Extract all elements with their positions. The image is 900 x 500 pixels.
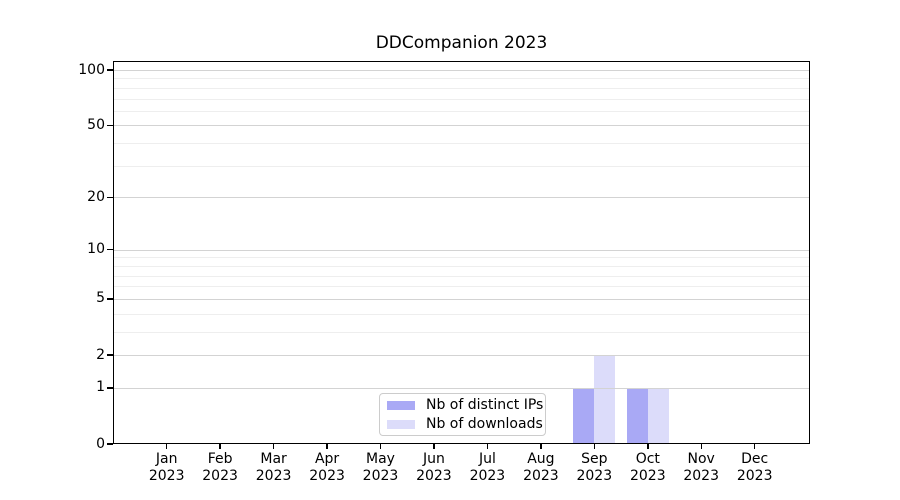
x-tick-label: Mar 2023 <box>242 451 306 485</box>
x-tick-year: 2023 <box>202 468 238 484</box>
x-tick-month: Sep <box>581 451 608 467</box>
y-tick-mark <box>107 443 113 445</box>
x-tick-month: May <box>366 451 395 467</box>
minor-gridline <box>113 165 810 167</box>
x-tick-label: Nov 2023 <box>669 451 733 485</box>
legend-item-downloads: Nb of downloads <box>387 416 545 432</box>
legend: Nb of distinct IPs Nb of downloads <box>379 393 546 436</box>
legend-swatch-downloads <box>387 419 415 429</box>
x-tick-mark <box>540 444 542 449</box>
x-tick-month: Nov <box>687 451 715 467</box>
minor-gridline <box>113 143 810 145</box>
x-tick-label: Jun 2023 <box>402 451 466 485</box>
minor-gridline <box>113 78 810 80</box>
bar-downloads <box>647 387 669 444</box>
major-gridline <box>113 125 810 127</box>
minor-gridline <box>113 313 810 315</box>
bar-distinct-ips <box>573 387 595 444</box>
y-tick-mark <box>107 354 113 356</box>
x-tick-year: 2023 <box>736 468 773 484</box>
x-tick-mark <box>433 444 435 449</box>
x-tick-mark <box>219 444 221 449</box>
y-tick-label: 100 <box>78 61 105 78</box>
minor-gridline <box>113 257 810 259</box>
y-tick-label: 50 <box>87 116 105 133</box>
x-tick-mark <box>753 444 756 449</box>
x-tick-month: Jun <box>422 451 445 467</box>
x-tick-year: 2023 <box>523 468 559 484</box>
x-tick-label: Feb 2023 <box>188 451 252 485</box>
bar-downloads <box>594 355 616 444</box>
x-tick-label: Jul 2023 <box>455 451 519 485</box>
x-tick-label: Apr 2023 <box>295 451 359 485</box>
x-tick-mark <box>272 444 275 449</box>
bar-distinct-ips <box>626 387 648 444</box>
x-tick-label: Sep 2023 <box>562 451 626 485</box>
major-gridline <box>113 249 810 251</box>
x-tick-year: 2023 <box>576 468 613 484</box>
legend-label-distinct-ips: Nb of distinct IPs <box>426 397 544 413</box>
major-gridline <box>113 70 810 71</box>
major-gridline <box>113 298 810 300</box>
x-tick-month: Feb <box>207 451 233 467</box>
legend-label-downloads: Nb of downloads <box>426 416 543 432</box>
x-tick-mark <box>647 444 649 449</box>
minor-gridline <box>113 331 810 333</box>
x-tick-label: Oct 2023 <box>616 451 680 485</box>
x-tick-label: May 2023 <box>349 451 413 485</box>
x-tick-mark <box>326 444 328 449</box>
minor-gridline <box>113 265 810 267</box>
x-tick-label: Aug 2023 <box>509 451 573 485</box>
y-tick-label: 0 <box>96 435 105 452</box>
x-tick-mark <box>700 444 702 449</box>
x-tick-year: 2023 <box>629 468 666 484</box>
x-tick-month: Dec <box>741 451 769 467</box>
y-tick-mark <box>107 69 113 71</box>
x-tick-year: 2023 <box>255 468 292 484</box>
chart-title: DDCompanion 2023 <box>375 33 548 53</box>
y-tick-label: 1 <box>96 379 105 396</box>
plot-area <box>113 61 810 444</box>
major-gridline <box>113 355 810 356</box>
x-tick-mark <box>593 444 595 449</box>
x-tick-year: 2023 <box>416 468 452 484</box>
x-tick-month: Oct <box>635 451 660 467</box>
minor-gridline <box>113 110 810 112</box>
x-tick-month: Aug <box>527 451 555 467</box>
legend-swatch-distinct-ips <box>387 400 415 410</box>
x-tick-month: Mar <box>260 451 287 467</box>
y-tick-mark <box>107 248 113 251</box>
y-tick-label: 5 <box>96 290 105 307</box>
x-tick-month: Jul <box>478 451 496 467</box>
x-tick-year: 2023 <box>362 468 399 484</box>
x-tick-mark <box>165 444 168 449</box>
major-gridline <box>113 197 810 199</box>
y-tick-label: 10 <box>87 241 105 258</box>
minor-gridline <box>113 87 810 89</box>
y-tick-mark <box>107 196 113 198</box>
x-tick-month: Jan <box>155 451 178 467</box>
x-tick-month: Apr <box>314 451 340 467</box>
y-tick-mark <box>107 124 113 127</box>
x-tick-label: Jan 2023 <box>135 451 199 485</box>
y-tick-label: 20 <box>87 188 105 205</box>
major-gridline <box>113 387 810 389</box>
x-tick-mark <box>379 444 382 449</box>
minor-gridline <box>113 275 810 277</box>
y-tick-mark <box>107 298 113 300</box>
x-tick-label: Dec 2023 <box>723 451 787 485</box>
x-tick-year: 2023 <box>148 468 185 484</box>
x-tick-year: 2023 <box>309 468 345 484</box>
y-tick-mark <box>107 387 113 389</box>
minor-gridline <box>113 286 810 288</box>
x-tick-year: 2023 <box>469 468 506 484</box>
y-tick-label: 2 <box>96 346 105 363</box>
x-tick-year: 2023 <box>683 468 719 484</box>
minor-gridline <box>113 98 810 100</box>
legend-item-distinct-ips: Nb of distinct IPs <box>387 397 545 413</box>
x-tick-mark <box>486 444 489 449</box>
